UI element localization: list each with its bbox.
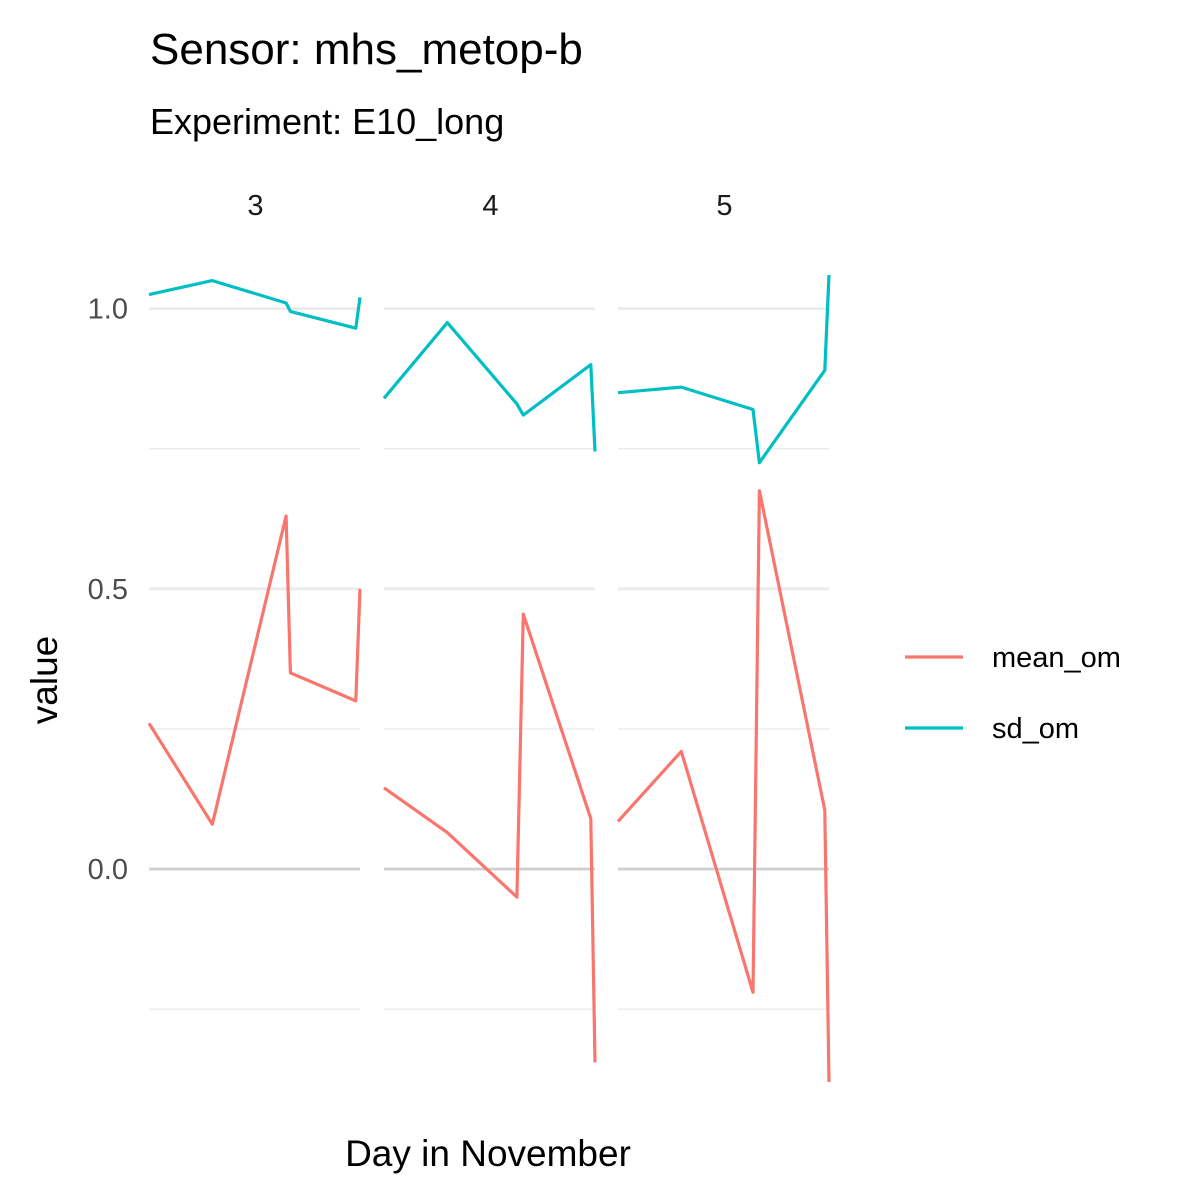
facet-label: 5 <box>716 190 732 222</box>
y-tick-labels: 0.0 0.5 1.0 <box>88 294 128 886</box>
legend-label: sd_om <box>992 713 1079 745</box>
y-tick-label: 0.5 <box>88 574 128 606</box>
y-tick-label: 1.0 <box>88 294 128 326</box>
series-line-sd_om <box>148 279 362 330</box>
legend-label: mean_om <box>992 642 1121 674</box>
grid-layer <box>149 307 829 1010</box>
chart-title: Sensor: mhs_metop-b <box>150 25 583 74</box>
series-line-mean_om <box>616 489 831 1083</box>
series-line-mean_om <box>383 612 597 1063</box>
facet-label: 4 <box>482 190 498 222</box>
chart-subtitle: Experiment: E10_long <box>150 101 504 142</box>
legend: mean_om sd_om <box>905 642 1121 745</box>
y-axis-title: value <box>24 636 65 724</box>
series-line-sd_om <box>382 321 597 452</box>
series-line-sd_om <box>617 274 831 465</box>
x-axis-title: Day in November <box>345 1133 631 1174</box>
series-layer <box>147 274 831 1083</box>
series-line-mean_om <box>147 514 362 826</box>
y-tick-label: 0.0 <box>88 854 128 886</box>
facet-label: 3 <box>247 190 263 222</box>
facet-strips: 3 4 5 <box>247 190 732 222</box>
